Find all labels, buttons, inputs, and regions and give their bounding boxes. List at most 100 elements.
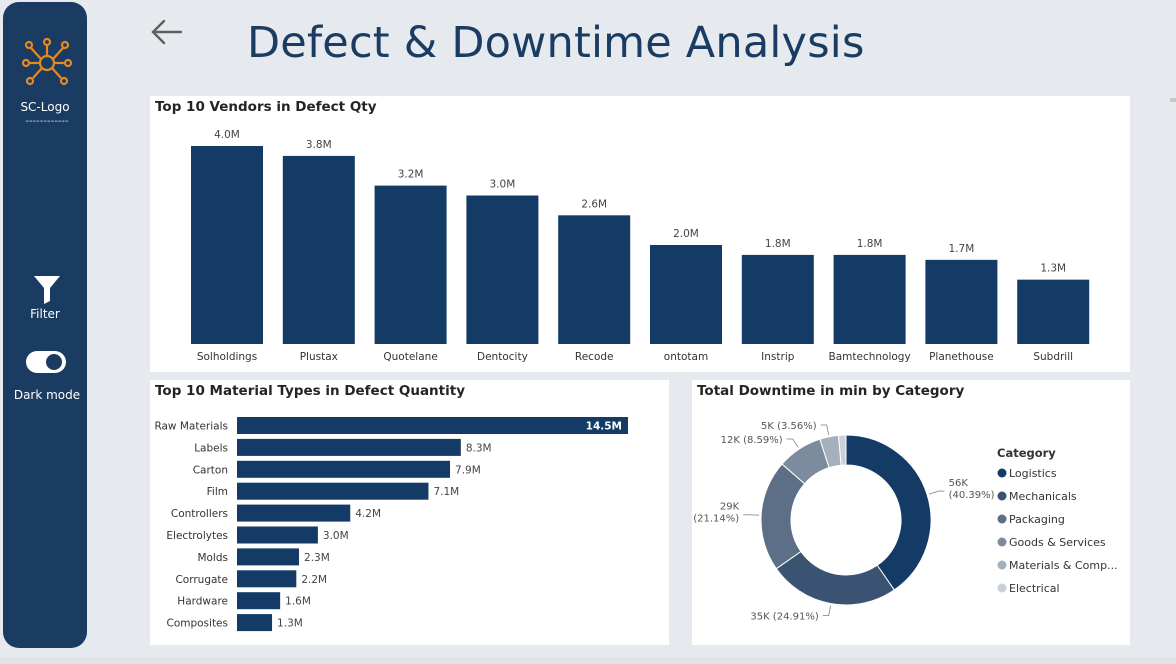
material-data-label: 3.0M	[323, 530, 349, 542]
scrollbar[interactable]	[1170, 98, 1176, 102]
vendor-data-label: 3.2M	[398, 169, 424, 181]
vendors-chart-title: Top 10 Vendors in Defect Qty	[155, 99, 377, 115]
vendor-category-label: Bamtechnology	[829, 351, 911, 363]
filter-button-label[interactable]: Filter	[30, 307, 60, 321]
legend-marker	[997, 583, 1007, 593]
sidebar: SC-Logo ------------ Filter Dark mode	[3, 2, 87, 648]
vendor-category-label: Recode	[575, 351, 614, 363]
vendor-data-label: 1.7M	[949, 243, 975, 255]
material-bar	[237, 592, 281, 610]
toggle-knob	[46, 354, 62, 370]
material-data-label: 7.9M	[455, 464, 481, 476]
legend-item-label: Materials & Comp...	[1009, 559, 1118, 572]
donut-data-label: 12K (8.59%)	[721, 435, 783, 446]
materials-bar-chart: Raw Materials 14.5M Labels 8.3M Carton 7.9M Fi…	[154, 417, 628, 632]
material-category-label: Hardware	[177, 596, 228, 608]
vendor-data-label: 2.6M	[581, 198, 607, 210]
vendor-bar	[1017, 279, 1090, 344]
downtime-chart-title: Total Downtime in min by Category	[697, 383, 965, 399]
materials-chart-panel: Top 10 Material Types in Defect Quantity…	[150, 380, 669, 645]
donut-leader-line	[822, 605, 832, 616]
donut-leader-line	[820, 424, 830, 435]
donut-slice	[775, 550, 895, 606]
material-data-label: 1.6M	[285, 596, 311, 608]
material-data-label: 4.2M	[355, 508, 381, 520]
vendor-data-label: 1.3M	[1040, 263, 1066, 275]
material-data-label: 1.3M	[277, 618, 303, 630]
material-bar	[237, 526, 318, 544]
vendor-bar	[466, 195, 539, 344]
vendor-category-label: Planethouse	[929, 351, 994, 363]
vendor-bar	[191, 146, 263, 344]
donut-data-label: (40.39%)	[949, 490, 995, 501]
vendor-bar	[558, 215, 631, 344]
vendor-bar	[282, 155, 355, 344]
material-bar	[237, 460, 451, 478]
material-category-label: Electrolytes	[166, 530, 228, 542]
vendor-category-label: Solholdings	[197, 351, 257, 363]
dark-mode-label: Dark mode	[13, 388, 81, 402]
legend-marker	[997, 560, 1007, 570]
material-category-label: Raw Materials	[154, 421, 228, 433]
legend-title: Category	[997, 446, 1056, 460]
filter-icon[interactable]	[33, 275, 61, 305]
vendor-data-label: 3.0M	[490, 179, 516, 191]
vendor-data-label: 2.0M	[673, 228, 699, 240]
vendor-category-label: Dentocity	[477, 351, 528, 363]
material-bar	[237, 438, 461, 456]
vendor-category-label: Quotelane	[383, 351, 437, 363]
materials-chart-title: Top 10 Material Types in Defect Quantity	[155, 383, 466, 399]
vendor-data-label: 4.0M	[214, 129, 240, 141]
logo-divider: ------------	[25, 116, 69, 127]
legend-marker	[997, 514, 1007, 524]
back-arrow-icon[interactable]	[150, 16, 184, 48]
vendor-bar	[374, 185, 447, 344]
material-data-label: 2.3M	[304, 552, 330, 564]
material-bar	[237, 482, 429, 500]
vendor-data-label: 1.8M	[857, 238, 883, 250]
page-title: Defect & Downtime Analysis	[247, 18, 865, 68]
donut-slice	[845, 434, 932, 591]
legend-item-label: Packaging	[1009, 513, 1065, 526]
material-category-label: Labels	[194, 442, 228, 454]
downtime-donut-chart: 56K(40.39%) 35K (24.91%) 29K(21.14%) 12K (8…	[693, 421, 1118, 623]
vendor-category-label: Plustax	[300, 351, 338, 363]
material-data-label: 8.3M	[466, 442, 492, 454]
donut-data-label: (21.14%)	[693, 514, 739, 525]
vendor-category-label: ontotam	[664, 351, 708, 363]
legend-item-label: Goods & Services	[1009, 536, 1106, 549]
material-data-label: 7.1M	[433, 486, 459, 498]
legend-marker	[997, 491, 1007, 501]
network-logo-icon	[21, 37, 73, 86]
bottom-bar	[0, 657, 1176, 664]
logo-label: SC-Logo	[20, 100, 70, 114]
legend-item-label: Electrical	[1009, 582, 1060, 595]
legend-marker	[997, 537, 1007, 547]
material-category-label: Controllers	[171, 508, 228, 520]
donut-slice	[837, 434, 847, 466]
donut-data-label: 29K	[720, 502, 740, 513]
material-bar	[237, 548, 300, 566]
material-category-label: Carton	[193, 464, 228, 476]
material-data-label: 14.5M	[586, 421, 622, 433]
vendors-bar-chart: 4.0M Solholdings 3.8M Plustax 3.2M Quotelane 3…	[191, 129, 1090, 363]
donut-leader-line	[928, 490, 945, 495]
donut-data-label: 5K (3.56%)	[761, 421, 817, 432]
vendor-bar	[833, 254, 906, 344]
vendor-bar	[925, 259, 998, 344]
material-category-label: Composites	[166, 618, 228, 630]
material-category-label: Molds	[197, 552, 228, 564]
donut-leader-line	[786, 438, 799, 448]
donut-slice	[760, 463, 806, 570]
material-data-label: 2.2M	[301, 574, 327, 586]
material-bar	[237, 504, 351, 522]
donut-data-label: 56K	[949, 478, 969, 489]
legend-marker	[997, 468, 1007, 478]
material-bar	[237, 614, 273, 632]
material-category-label: Corrugate	[175, 574, 228, 586]
donut-leader-line	[743, 514, 760, 516]
material-bar	[237, 570, 297, 588]
legend-item-label: Logistics	[1009, 467, 1057, 480]
vendors-chart-panel: Top 10 Vendors in Defect Qty 4.0M Solhold…	[150, 96, 1130, 372]
dark-mode-toggle[interactable]	[26, 351, 66, 373]
